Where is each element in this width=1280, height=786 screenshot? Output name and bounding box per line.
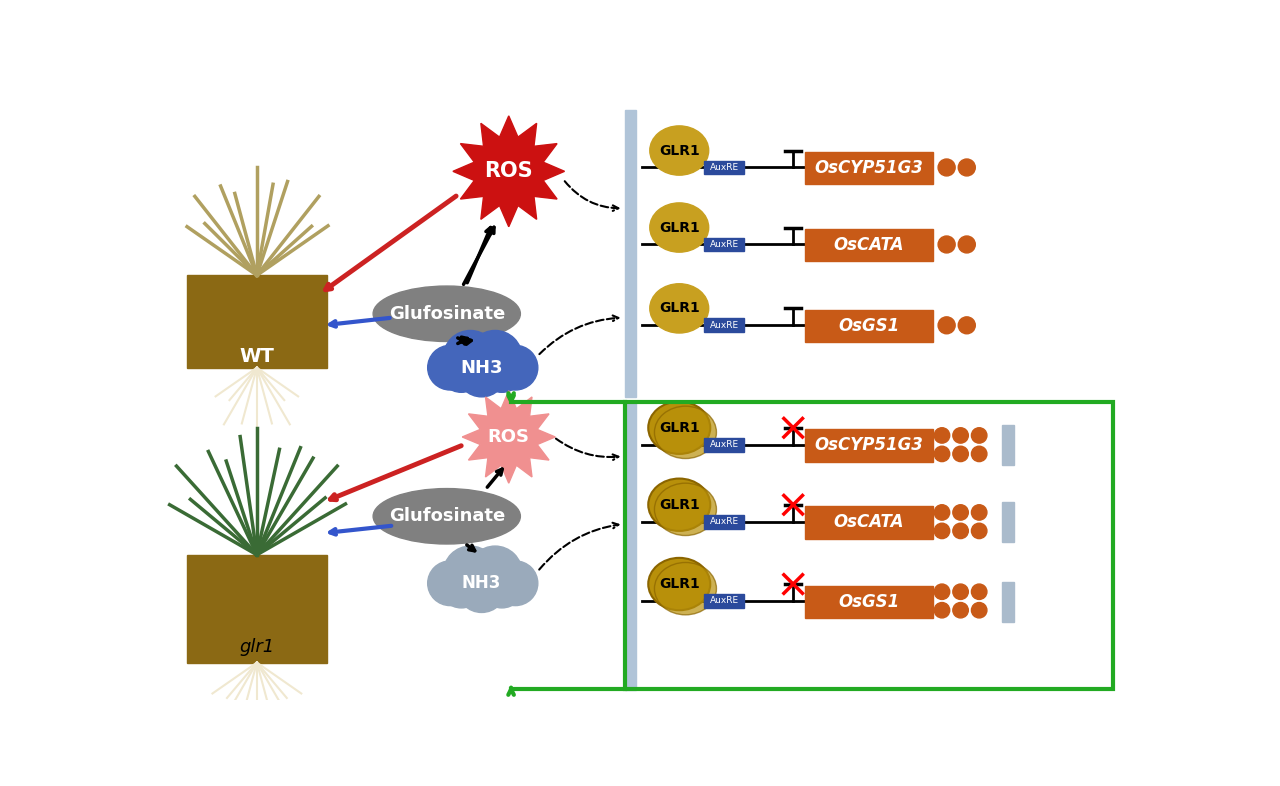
Circle shape [952, 584, 969, 600]
Circle shape [457, 564, 507, 612]
Circle shape [959, 317, 975, 334]
Text: Glufosinate: Glufosinate [389, 305, 504, 323]
FancyBboxPatch shape [805, 229, 933, 262]
FancyBboxPatch shape [704, 594, 745, 608]
Ellipse shape [374, 286, 521, 341]
Circle shape [972, 523, 987, 538]
FancyBboxPatch shape [625, 110, 636, 397]
Circle shape [428, 345, 472, 390]
Circle shape [934, 603, 950, 618]
Circle shape [972, 505, 987, 520]
Circle shape [493, 561, 538, 605]
Circle shape [938, 236, 955, 253]
Circle shape [938, 317, 955, 334]
Circle shape [428, 561, 472, 605]
FancyBboxPatch shape [805, 152, 933, 185]
Text: AuxRE: AuxRE [709, 240, 739, 249]
Circle shape [934, 446, 950, 461]
Text: AuxRE: AuxRE [709, 321, 739, 330]
Ellipse shape [650, 203, 709, 252]
Ellipse shape [654, 563, 717, 615]
Circle shape [952, 603, 969, 618]
Text: GLR1: GLR1 [659, 301, 700, 315]
FancyBboxPatch shape [805, 429, 933, 461]
FancyBboxPatch shape [625, 402, 636, 689]
FancyBboxPatch shape [704, 237, 745, 252]
Circle shape [972, 446, 987, 461]
Text: AuxRE: AuxRE [709, 597, 739, 605]
Text: OsGS1: OsGS1 [838, 593, 900, 611]
Ellipse shape [650, 126, 709, 175]
Ellipse shape [654, 406, 717, 458]
Circle shape [493, 345, 538, 390]
Text: OsGS1: OsGS1 [838, 317, 900, 335]
Circle shape [959, 236, 975, 253]
Circle shape [480, 564, 525, 608]
Circle shape [952, 446, 969, 461]
Circle shape [934, 505, 950, 520]
FancyBboxPatch shape [704, 515, 745, 529]
FancyBboxPatch shape [187, 275, 326, 368]
Circle shape [952, 428, 969, 443]
Text: ROS: ROS [484, 161, 532, 182]
Circle shape [972, 584, 987, 600]
Text: AuxRE: AuxRE [709, 163, 739, 172]
Circle shape [934, 584, 950, 600]
FancyBboxPatch shape [805, 586, 933, 618]
Circle shape [439, 564, 484, 608]
Circle shape [443, 330, 498, 384]
Circle shape [480, 347, 525, 392]
Text: NH3: NH3 [462, 575, 502, 593]
Ellipse shape [654, 483, 717, 535]
Text: glr1: glr1 [239, 638, 274, 656]
Ellipse shape [648, 479, 710, 531]
Text: ROS: ROS [488, 428, 530, 446]
FancyBboxPatch shape [704, 438, 745, 452]
Ellipse shape [374, 489, 521, 544]
Circle shape [934, 428, 950, 443]
Text: WT: WT [239, 347, 274, 365]
Circle shape [457, 347, 507, 397]
Ellipse shape [650, 284, 709, 333]
Circle shape [443, 546, 498, 600]
Text: GLR1: GLR1 [659, 577, 700, 591]
FancyBboxPatch shape [805, 310, 933, 342]
Circle shape [952, 505, 969, 520]
Circle shape [959, 159, 975, 176]
Text: OsCYP51G3: OsCYP51G3 [814, 160, 923, 177]
Circle shape [439, 347, 484, 392]
Circle shape [468, 330, 522, 384]
Polygon shape [453, 116, 564, 226]
Text: GLR1: GLR1 [659, 421, 700, 435]
Text: GLR1: GLR1 [659, 221, 700, 234]
Circle shape [972, 603, 987, 618]
Text: GLR1: GLR1 [659, 144, 700, 157]
FancyBboxPatch shape [805, 506, 933, 538]
Ellipse shape [648, 402, 710, 454]
Text: GLR1: GLR1 [659, 498, 700, 512]
Circle shape [972, 428, 987, 443]
Text: NH3: NH3 [461, 358, 503, 376]
FancyBboxPatch shape [1002, 502, 1014, 542]
Circle shape [938, 159, 955, 176]
FancyBboxPatch shape [704, 318, 745, 332]
Text: OsCYP51G3: OsCYP51G3 [814, 436, 923, 454]
Text: Glufosinate: Glufosinate [389, 507, 504, 525]
Circle shape [468, 546, 522, 600]
FancyBboxPatch shape [187, 555, 326, 663]
Text: OsCATA: OsCATA [833, 237, 904, 254]
Polygon shape [462, 391, 556, 483]
Text: AuxRE: AuxRE [709, 440, 739, 449]
Ellipse shape [648, 558, 710, 610]
Text: AuxRE: AuxRE [709, 517, 739, 526]
FancyBboxPatch shape [1002, 582, 1014, 622]
Circle shape [952, 523, 969, 538]
FancyBboxPatch shape [1002, 425, 1014, 465]
Text: OsCATA: OsCATA [833, 513, 904, 531]
Circle shape [934, 523, 950, 538]
FancyBboxPatch shape [704, 160, 745, 174]
